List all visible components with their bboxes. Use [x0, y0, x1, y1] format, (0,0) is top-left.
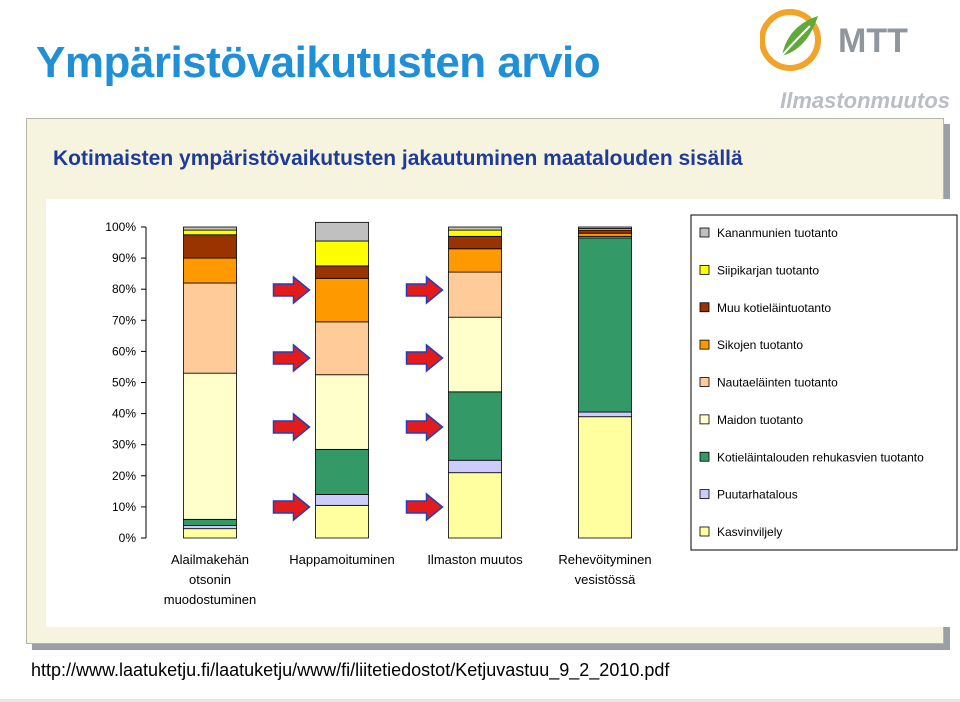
y-tick-label: 40% [112, 407, 136, 421]
bar-segment [448, 235, 502, 250]
legend-swatch [699, 302, 710, 313]
highlight-arrow [272, 492, 311, 522]
footer-line [0, 699, 960, 702]
bar-segment [183, 372, 237, 520]
source-link[interactable]: http://www.laatuketju.fi/laatuketju/www/… [31, 660, 670, 680]
bar-segment [183, 282, 237, 374]
bar-segment [448, 226, 502, 231]
bar-segment [448, 316, 502, 393]
legend-swatch [699, 264, 710, 275]
bar-segment [315, 504, 369, 539]
bar-segment [183, 257, 237, 284]
bar-segment [578, 226, 632, 229]
bar-segment [448, 229, 502, 237]
brand-tagline: Ilmastonmuutos [780, 88, 950, 113]
bar-segment [315, 448, 369, 495]
chart-subtitle: Kotimaisten ympäristövaikutusten jakautu… [53, 147, 743, 170]
x-tick-label: Ilmaston muutos [427, 552, 523, 567]
legend-label: Puutarhatalous [717, 488, 798, 502]
x-tick-label: muodostuminen [164, 592, 257, 607]
legend-swatch [699, 451, 710, 462]
y-tick-label: 20% [112, 469, 136, 483]
bar-segment [183, 525, 237, 530]
bar-segment [183, 234, 237, 259]
x-tick-label: otsonin [189, 572, 231, 587]
bar-segment [315, 221, 369, 242]
highlight-arrow [272, 343, 311, 373]
bar-segment [578, 229, 632, 234]
highlight-arrow [405, 492, 444, 522]
bar-segment [448, 391, 502, 461]
legend-swatch [699, 489, 710, 500]
legend-swatch [699, 339, 710, 350]
bar-segment [183, 518, 237, 526]
bar-segment [448, 271, 502, 318]
bar-segment [315, 374, 369, 450]
y-tick-label: 0% [119, 531, 137, 545]
highlight-arrow [272, 275, 311, 305]
bar-segment [315, 277, 369, 323]
x-tick-label: vesistössä [575, 572, 636, 587]
legend-label: Maidon tuotanto [717, 413, 803, 427]
x-tick-label: Happamoituminen [289, 552, 395, 567]
content-panel: Kotimaisten ympäristövaikutusten jakautu… [26, 118, 960, 644]
slide-title: Ympäristövaikutusten arvio [36, 38, 601, 87]
legend-label: Kananmunien tuotanto [717, 226, 838, 240]
highlight-arrow [405, 275, 444, 305]
y-tick-label: 100% [105, 220, 136, 234]
legend-label: Muu kotieläintuotanto [717, 301, 831, 315]
bar-segment [315, 321, 369, 376]
bar-segment [315, 265, 369, 279]
highlight-arrow [405, 343, 444, 373]
legend-label: Kasvinviljely [717, 525, 782, 539]
y-tick-label: 90% [112, 251, 136, 265]
legend-swatch [699, 377, 710, 387]
x-tick-label: Alailmakehän [171, 552, 249, 567]
bar-segment [578, 411, 632, 418]
legend-swatch [699, 526, 710, 537]
bar-segment [578, 237, 632, 413]
mtt-logo: MTT [759, 4, 955, 114]
highlight-arrow [272, 412, 311, 442]
legend-swatch [699, 414, 710, 425]
y-tick-label: 30% [112, 438, 136, 452]
stacked-bar-chart: 0% 10% 20% 30% 40% 50% 60% 70% 80% 90% 100% Alailma… [105, 214, 958, 607]
legend-swatch [699, 227, 710, 238]
y-tick-label: 60% [112, 344, 136, 358]
bar-segment [183, 528, 237, 539]
svg-text:MTT: MTT [838, 22, 908, 60]
y-tick-label: 80% [112, 282, 136, 296]
y-tick-label: 50% [112, 376, 136, 390]
x-tick-label: Rehevöityminen [558, 552, 651, 567]
y-tick-label: 70% [112, 313, 136, 327]
chart-area: 0% 10% 20% 30% 40% 50% 60% 70% 80% 90% 100% Alailma… [46, 199, 960, 627]
bar-segment [448, 472, 502, 539]
legend-label: Kotieläintalouden rehukasvien tuotanto [717, 450, 924, 464]
legend-label: Nautaeläinten tuotanto [717, 376, 838, 390]
bar-segment [315, 240, 369, 267]
bar-segment [315, 494, 369, 506]
bar-segment [578, 416, 632, 539]
bar-segment [183, 226, 237, 231]
bar-segment [578, 232, 632, 237]
bar-segment [183, 229, 237, 236]
bar-segment [448, 248, 502, 273]
legend-label: Siipikarjan tuotanto [717, 263, 819, 277]
y-tick-label: 10% [112, 500, 136, 514]
legend-box [690, 214, 958, 551]
legend-label: Sikojen tuotanto [717, 338, 803, 352]
highlight-arrow [405, 412, 444, 442]
bar-segment [448, 459, 502, 474]
